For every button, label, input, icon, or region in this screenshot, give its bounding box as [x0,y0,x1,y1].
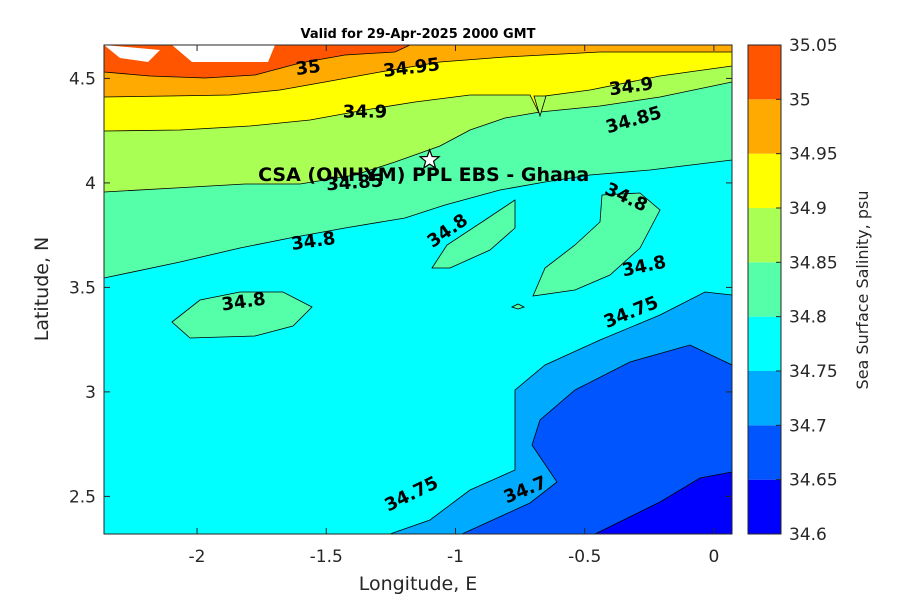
colorbar-swatch [748,479,781,534]
colorbar-swatch [748,262,781,317]
no-data-region [104,45,275,62]
colorbar-tick-label: 35.05 [789,36,838,56]
colorbar: 34.6 34.65 34.7 34.75 34.8 34.85 34.9 34.95 35 35… [747,36,838,545]
contour-notch-34-9 [533,95,547,118]
colorbar-swatch [748,208,781,263]
colorbar-swatch [748,371,781,426]
colorbar-tick-label: 34.7 [789,416,827,436]
contour-island-34-8-center [431,199,516,269]
x-tick-label: 0 [708,547,719,567]
colorbar-tick-label: 34.65 [789,471,838,491]
x-tick-label: -2 [189,547,206,567]
site-label: CSA (ONHYM) PPL EBS - Ghana [258,164,589,186]
chart-title: Valid for 29-Apr-2025 2000 GMT [301,27,536,42]
x-tick-label: -1 [447,547,464,567]
contour-island-34-8-west [171,291,313,339]
x-tick-label: -1.5 [310,547,343,567]
y-axis: 2.5 3 3.5 4 4.5 [69,69,732,507]
y-tick-label: 4 [85,174,96,194]
colorbar-swatch [748,153,781,208]
contour-label: 34.85 [326,170,384,195]
colorbar-tick-label: 34.9 [789,199,827,219]
site-marker: CSA (ONHYM) PPL EBS - Ghana [258,148,589,186]
y-axis-title: Latitude, N [31,237,53,342]
y-tick-label: 2.5 [69,487,96,507]
colorbar-swatch [748,425,781,480]
contour-island-34-8-east [532,192,661,297]
star-icon [418,148,441,170]
colorbar-swatch [748,316,781,371]
colorbar-tick-label: 34.95 [789,145,838,165]
band-34-6-34-65 [594,471,732,534]
band-34-65-34-7 [461,344,732,534]
colorbar-title: Sea Surface Salinity, psu [853,191,872,390]
y-tick-label: 3.5 [69,278,96,298]
y-tick-label: 4.5 [69,69,96,89]
colorbar-tick-label: 34.6 [789,525,827,545]
contour-label: 35 [294,56,322,80]
x-axis: -2 -1.5 -1 -0.5 0 [189,45,719,567]
colorbar-tick-label: 35 [789,90,811,110]
contour-island-34-8-small [510,303,526,310]
contour-fill-layer [104,45,732,534]
colorbar-tick-label: 34.85 [789,253,838,273]
colorbar-swatch [748,45,781,100]
colorbar-tick-label: 34.8 [789,308,827,328]
colorbar-swatch [748,99,781,154]
colorbar-tick-label: 34.75 [789,362,838,382]
colorbar-frame [747,44,782,535]
contour-label: 34.9 [343,101,387,122]
x-axis-title: Longitude, E [359,573,478,595]
y-tick-label: 3 [85,383,96,403]
x-tick-label: -0.5 [568,547,601,567]
plot-frame [103,44,733,535]
